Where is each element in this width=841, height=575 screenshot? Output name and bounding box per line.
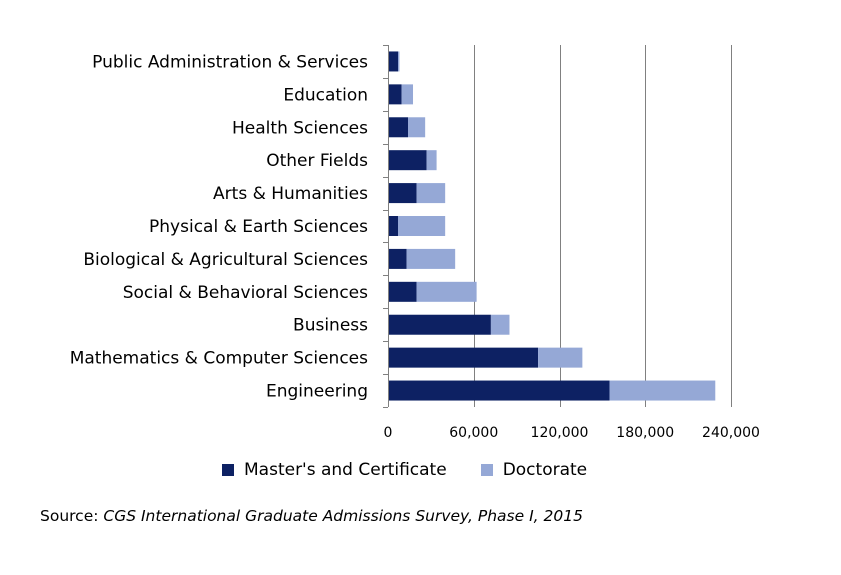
category-label: Health Sciences <box>232 118 368 138</box>
source-note: Source: CGS International Graduate Admis… <box>40 507 583 525</box>
category-label: Physical & Earth Sciences <box>149 217 368 237</box>
bars <box>388 51 716 401</box>
category-label: Biological & Agricultural Sciences <box>83 250 368 270</box>
x-tick-label: 120,000 <box>531 425 589 441</box>
legend-item-doctorate: Doctorate <box>480 460 588 480</box>
bar-doctorate <box>398 216 446 236</box>
bar-masters <box>388 150 427 171</box>
legend-swatch-masters <box>222 464 234 476</box>
category-label: Mathematics & Computer Sciences <box>70 349 368 369</box>
x-axis-ticks: 0 60,000 120,000 180,000 240,000 <box>384 425 760 441</box>
bar-masters <box>388 51 399 72</box>
bar-masters <box>388 380 610 401</box>
bar-masters <box>388 248 407 269</box>
legend-label-masters: Master's and Certificate <box>244 460 447 480</box>
category-label: Social & Behavioral Sciences <box>123 283 368 303</box>
category-label: Engineering <box>266 382 368 402</box>
bar-masters <box>388 84 402 105</box>
bar-doctorate <box>490 314 510 335</box>
source-prefix: Source: <box>40 507 104 525</box>
category-label: Public Administration & Services <box>92 52 368 72</box>
legend-item-masters: Master's and Certificate <box>222 460 447 480</box>
bar-doctorate <box>416 183 446 204</box>
bar-doctorate <box>398 51 400 72</box>
source-citation: CGS International Graduate Admissions Su… <box>103 507 583 525</box>
category-label: Other Fields <box>266 151 368 171</box>
bar-doctorate <box>401 84 414 105</box>
category-label: Business <box>293 316 368 336</box>
bar-doctorate <box>406 248 456 269</box>
category-label: Arts & Humanities <box>213 184 368 204</box>
bar-masters <box>388 347 539 368</box>
category-labels: Public Administration & Services Educatio… <box>70 52 368 401</box>
bar-doctorate <box>408 117 426 138</box>
legend-swatch-doctorate <box>480 464 493 476</box>
bar-masters <box>388 314 491 335</box>
bar-doctorate <box>426 150 437 171</box>
legend-label-doctorate: Doctorate <box>502 460 588 480</box>
bar-doctorate <box>538 347 583 368</box>
bar-masters <box>388 281 417 302</box>
bar-doctorate <box>416 281 477 302</box>
x-tick-label: 0 <box>384 425 393 441</box>
gridlines <box>474 45 732 407</box>
x-tick-label: 240,000 <box>702 425 760 441</box>
x-tick-label: 60,000 <box>449 425 498 441</box>
category-label: Education <box>283 85 368 105</box>
bar-doctorate <box>609 380 716 401</box>
x-tick-label: 180,000 <box>616 425 674 441</box>
legend: Master's and Certificate Doctorate <box>222 460 621 480</box>
bar-masters <box>388 216 399 236</box>
bar-masters <box>388 117 409 138</box>
bar-masters <box>388 183 417 204</box>
